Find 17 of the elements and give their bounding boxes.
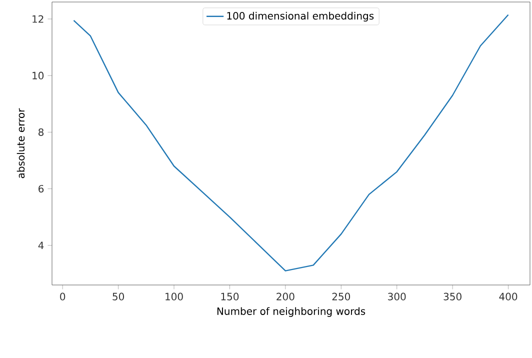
legend-label: 100 dimensional embeddings bbox=[227, 12, 374, 22]
x-tick-label: 50 bbox=[112, 292, 124, 300]
y-tick-label: 6 bbox=[38, 184, 44, 193]
y-axis-title: absolute error bbox=[16, 108, 25, 178]
y-tick-label: 10 bbox=[32, 72, 44, 80]
y-tick-label: 8 bbox=[38, 128, 44, 136]
y-tick-label: 12 bbox=[32, 15, 44, 23]
x-tick-label: 100 bbox=[166, 292, 183, 300]
x-tick-label: 400 bbox=[499, 292, 518, 300]
y-tick-label: 4 bbox=[38, 242, 44, 250]
x-tick-label: 250 bbox=[332, 292, 350, 300]
x-tick-label: 200 bbox=[276, 292, 294, 300]
x-axis-title: Number of neighboring words bbox=[217, 307, 366, 317]
x-tick-label: 350 bbox=[444, 292, 462, 300]
x-tick-label: 0 bbox=[60, 292, 66, 300]
x-tick-label: 300 bbox=[388, 292, 406, 300]
x-tick-label: 150 bbox=[221, 292, 239, 300]
